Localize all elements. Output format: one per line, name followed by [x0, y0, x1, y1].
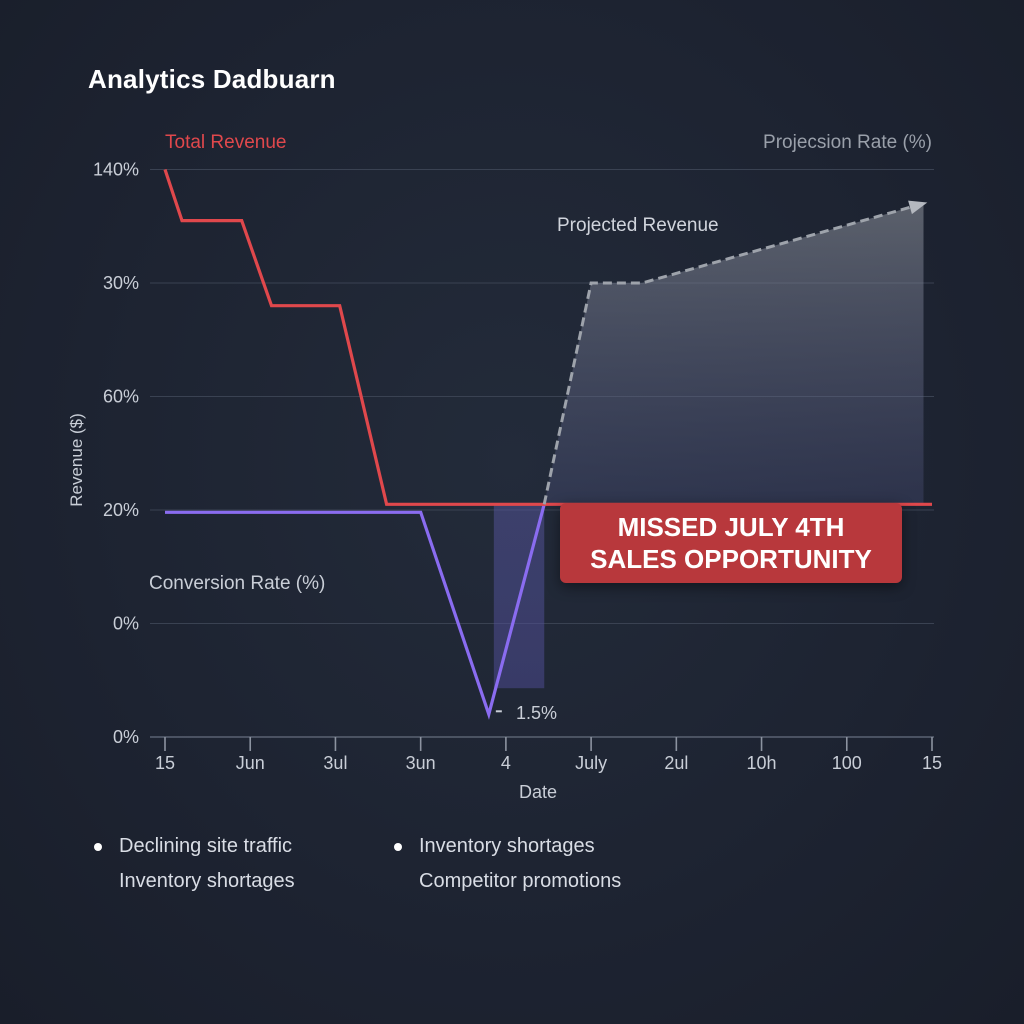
x-tick-label: 100	[832, 753, 862, 773]
projected-revenue-label: Projected Revenue	[557, 215, 719, 236]
projected-revenue-line	[542, 202, 924, 505]
y-tick-label: 0%	[113, 727, 139, 747]
conversion-rate-label: Conversion Rate (%)	[149, 573, 325, 594]
y-tick-label: 20%	[103, 500, 139, 520]
legend-item-label: Inventory shortages	[419, 835, 595, 857]
x-axis: 15 Jun 3ul 3un 4 July 2ul 10h 100 15	[155, 737, 942, 773]
legend-item: Competitor promotions	[388, 867, 621, 895]
legend-item: Inventory shortages	[388, 832, 621, 860]
x-tick-label: 3un	[406, 753, 436, 773]
callout-line-2: SALES OPPORTUNITY	[590, 544, 872, 574]
total-revenue-label: Total Revenue	[165, 132, 286, 153]
total-revenue-line	[163, 168, 932, 506]
y-tick-label: 30%	[103, 273, 139, 293]
x-tick-label: 3ul	[323, 753, 347, 773]
conversion-rate-line	[165, 503, 546, 720]
chart-annotations: Total Revenue Projecsion Rate (%) Projec…	[67, 132, 932, 802]
legend-item: Declining site traffic	[88, 832, 295, 860]
y-axis: 0% 0% 20% 60% 30% 140%	[93, 160, 139, 748]
y-tick-label: 140%	[93, 160, 139, 180]
bullet-icon	[94, 843, 102, 851]
x-tick-label: 2ul	[664, 753, 688, 773]
x-tick-label: Jun	[236, 753, 265, 773]
y-axis-title: Revenue ($)	[67, 413, 86, 507]
projection-area	[493, 203, 924, 689]
bullet-icon	[394, 843, 402, 851]
y-tick-label: 0%	[113, 614, 139, 634]
x-tick-label: 4	[501, 753, 511, 773]
x-tick-label: 15	[155, 753, 175, 773]
legend-item-label: Competitor promotions	[419, 870, 622, 892]
legend-right: Inventory shortages Competitor promotion…	[388, 832, 621, 902]
x-tick-label: 15	[922, 753, 942, 773]
x-axis-title: Date	[519, 782, 557, 802]
projection-rate-label: Projecsion Rate (%)	[763, 132, 932, 153]
arrow-head-icon	[908, 200, 928, 215]
x-tick-label: 10h	[747, 753, 777, 773]
legend-left: Declining site traffic Inventory shortag…	[88, 832, 295, 902]
dip-value-label: 1.5%	[516, 703, 557, 723]
x-tick-label: July	[575, 753, 607, 773]
series-lines	[163, 168, 932, 720]
callout-line-1: MISSED JULY 4TH	[617, 512, 845, 542]
legend-item: Inventory shortages	[88, 867, 295, 895]
legend-item-label: Declining site traffic	[119, 835, 293, 857]
projection-area-fill	[544, 203, 924, 505]
page-title: Analytics Dadbuarn	[88, 64, 336, 94]
missed-opportunity-callout: MISSED JULY 4TH SALES OPPORTUNITY	[560, 503, 902, 583]
y-tick-label: 60%	[103, 387, 139, 407]
legend-item-label: Inventory shortages	[119, 870, 295, 892]
